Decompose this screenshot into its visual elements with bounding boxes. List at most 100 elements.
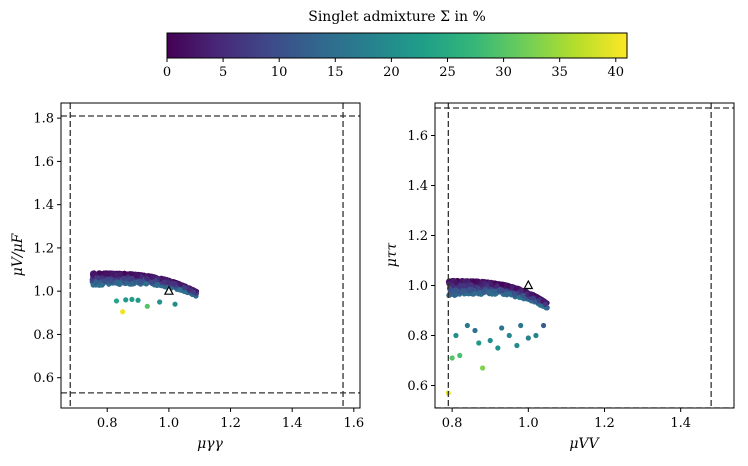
y-tick-label: 0.8: [33, 328, 54, 343]
data-point: [93, 279, 99, 286]
y-tick-label: 1.6: [33, 155, 54, 170]
colorbar-tick-label: 25: [439, 65, 456, 80]
y-tick-label: 1.4: [407, 179, 428, 194]
data-point: [105, 271, 111, 277]
colorbar-tick-label: 0: [163, 65, 171, 80]
data-point: [154, 281, 160, 287]
data-point: [129, 271, 135, 277]
x-axis-label: μVV: [569, 436, 600, 452]
x-tick-label: 1.6: [343, 416, 364, 431]
data-point: [177, 287, 183, 293]
scatter-points: [445, 277, 550, 396]
data-point: [540, 322, 547, 329]
bound-lines: [435, 103, 734, 408]
x-tick-label: 0.8: [442, 416, 463, 431]
y-tick-label: 1.0: [407, 279, 428, 294]
data-point: [514, 342, 520, 349]
data-point: [110, 271, 116, 277]
data-point: [476, 340, 482, 346]
data-point: [181, 288, 188, 295]
scatter-points: [89, 270, 200, 315]
data-point: [121, 275, 127, 281]
data-point: [157, 299, 163, 305]
data-point: [144, 303, 150, 309]
x-tick-label: 1.2: [594, 416, 615, 431]
data-point: [172, 301, 178, 307]
data-point: [460, 283, 467, 289]
data-point: [528, 291, 534, 297]
data-point: [518, 288, 524, 294]
data-point: [161, 279, 167, 285]
y-tick-label: 1.6: [407, 129, 428, 144]
data-point: [108, 279, 114, 285]
data-point: [449, 355, 455, 361]
y-tick-label: 1.2: [407, 229, 428, 244]
x-tick-label: 1.2: [220, 416, 241, 431]
data-point: [135, 297, 141, 303]
data-point: [144, 275, 151, 282]
colorbar-tick-label: 40: [608, 65, 625, 80]
data-point: [509, 284, 515, 290]
colorbar-tick-label: 15: [327, 65, 344, 80]
y-axis-label: μττ: [384, 242, 400, 267]
data-point: [491, 288, 498, 294]
data-point: [96, 275, 102, 281]
plot-frame: [434, 102, 735, 409]
data-point: [464, 322, 470, 329]
data-point: [460, 289, 466, 295]
axis-ticks: 0.8 1.0 1.2 1.4 0.6 0.8 1.0 1.2 1.4 1.6: [407, 129, 691, 431]
data-point: [525, 335, 531, 341]
data-point: [494, 283, 500, 289]
data-point: [488, 281, 494, 287]
colorbar-tick-label: 10: [271, 65, 288, 80]
reference-point-marker: [163, 285, 174, 295]
data-point: [542, 301, 548, 307]
colorbar-tick-label: 20: [383, 65, 400, 80]
colorbar-tick-label: 5: [219, 65, 227, 80]
data-point: [453, 332, 459, 339]
data-point: [165, 279, 171, 286]
reference-point-marker: [523, 279, 534, 290]
x-tick-label: 1.4: [282, 416, 303, 431]
data-point: [495, 345, 501, 351]
colorbar-title: Singlet admixture Σ in %: [308, 9, 486, 25]
bound-lines: [61, 103, 360, 408]
data-point: [129, 275, 135, 281]
y-tick-label: 0.6: [33, 371, 54, 386]
x-tick-label: 1.0: [159, 416, 180, 431]
panel-left: 0.8 1.0 1.2 1.4 1.6 0.6 0.8 1.0 1.2 1.4 1.6 1.8 μγγ…: [10, 102, 364, 452]
data-point: [506, 332, 512, 339]
axis-ticks: 0.8 1.0 1.2 1.4 1.6 0.6 0.8 1.0 1.2 1.4 1.6 1.8: [33, 112, 364, 431]
data-point: [181, 285, 188, 291]
data-point: [457, 352, 463, 359]
data-point: [503, 282, 509, 288]
data-point: [120, 309, 126, 315]
y-tick-label: 1.0: [33, 285, 54, 300]
data-point: [477, 290, 483, 296]
data-point: [487, 337, 493, 344]
data-point: [96, 270, 103, 276]
colorbar-tick-label: 35: [551, 65, 568, 80]
data-point: [129, 296, 135, 303]
data-point: [113, 298, 120, 304]
data-point: [98, 282, 104, 288]
data-point: [114, 279, 120, 285]
y-tick-label: 0.8: [407, 329, 428, 344]
data-point: [177, 281, 183, 287]
data-point: [190, 289, 196, 295]
y-axis-label: μV/μF: [10, 232, 26, 276]
x-tick-label: 1.4: [670, 416, 691, 431]
data-point: [90, 271, 96, 278]
x-tick-label: 1.0: [518, 416, 539, 431]
data-point: [472, 327, 478, 334]
data-point: [520, 292, 526, 298]
data-point: [134, 272, 141, 279]
data-point: [487, 290, 493, 296]
data-point: [500, 288, 506, 294]
y-tick-label: 1.4: [33, 198, 54, 213]
data-point: [453, 279, 459, 285]
data-point: [117, 271, 123, 277]
data-point: [456, 283, 463, 290]
colorbar-ticks: 0 5 10 15 20 25 30 35 40: [163, 58, 624, 80]
y-tick-label: 0.6: [407, 379, 428, 394]
